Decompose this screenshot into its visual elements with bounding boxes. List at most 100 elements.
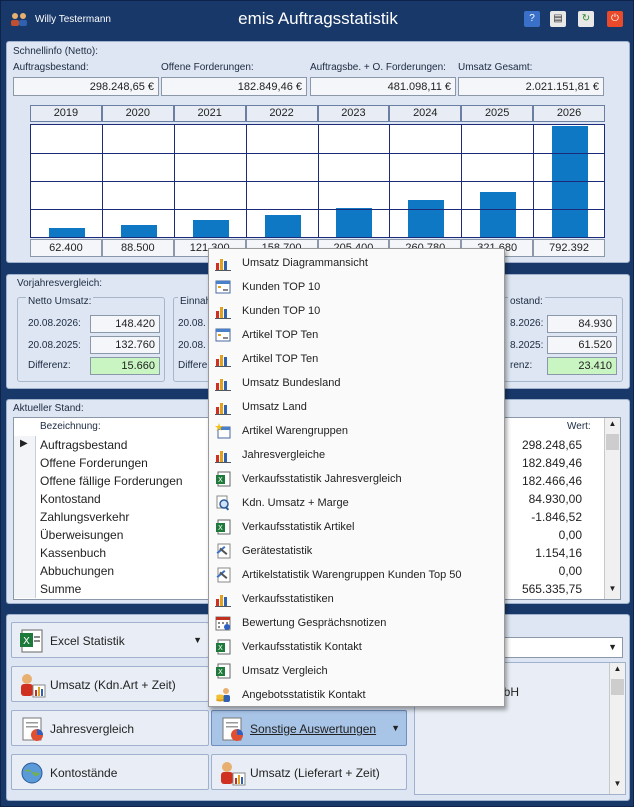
power-icon[interactable]: ⏻ xyxy=(607,11,623,27)
row-selector[interactable]: ▶ xyxy=(14,436,36,454)
bar[interactable] xyxy=(408,200,445,237)
right-list[interactable]: nbH ▲ ▼ xyxy=(414,662,626,795)
row-selector[interactable] xyxy=(14,580,36,598)
menu-item[interactable]: Verkaufsstatistiken xyxy=(209,587,504,611)
row-selector[interactable] xyxy=(14,454,36,472)
scroll-up-icon[interactable]: ▲ xyxy=(613,664,622,673)
year-label: 2020 xyxy=(101,105,174,122)
star-table-icon xyxy=(215,423,231,439)
kontostaende-button[interactable]: Kontostände xyxy=(11,754,209,790)
menu-item-label: Verkaufsstatistiken xyxy=(242,593,334,605)
bar[interactable] xyxy=(120,225,157,237)
menu-item[interactable]: Bewertung Gesprächsnotizen xyxy=(209,611,504,635)
jahresvergleich-button[interactable]: Jahresvergleich xyxy=(11,710,209,746)
table-row[interactable]: Offene fällige Forderungen 182.466,46 xyxy=(14,472,604,490)
print-icon[interactable]: ▤ xyxy=(550,11,566,27)
row-name: Überweisungen xyxy=(40,528,124,542)
row-name: Kassenbuch xyxy=(40,546,107,560)
value-label: 792.392 xyxy=(533,239,605,257)
menu-item[interactable]: Gerätestatistik xyxy=(209,539,504,563)
table-row[interactable]: Summe 565.335,75 xyxy=(14,580,604,598)
menu-item[interactable]: X Umsatz Vergleich xyxy=(209,659,504,683)
year-label: 2021 xyxy=(173,105,246,122)
menu-item[interactable]: Artikel TOP Ten xyxy=(209,323,504,347)
table-row[interactable]: Abbuchungen 0,00 xyxy=(14,562,604,580)
row-value: -1.846,52 xyxy=(531,510,582,524)
menu-item-label: Kdn. Umsatz + Marge xyxy=(242,497,349,509)
scroll-down-icon[interactable]: ▼ xyxy=(613,779,622,788)
stand-scrollbar[interactable]: ▲ ▼ xyxy=(604,418,620,599)
umsatz-gesamt-value: 2.021.151,81 € xyxy=(458,77,604,96)
menu-item[interactable]: Jahresvergleiche xyxy=(209,443,504,467)
user-name: Willy Testermann xyxy=(35,14,111,25)
chevron-down-icon[interactable]: ▼ xyxy=(608,642,617,652)
scroll-up-icon[interactable]: ▲ xyxy=(608,419,617,428)
menu-item[interactable]: Angebotsstatistik Kontakt xyxy=(209,683,504,707)
magnifier-icon xyxy=(215,495,231,511)
menu-item[interactable]: X Verkaufsstatistik Artikel xyxy=(209,515,504,539)
chevron-down-icon[interactable]: ▼ xyxy=(391,723,400,733)
menu-item[interactable]: Kunden TOP 10 xyxy=(209,299,504,323)
column-bezeichnung[interactable]: Bezeichnung: xyxy=(40,421,101,432)
kontostand-date1-label: 8.2026: xyxy=(510,318,544,329)
excel-statistik-button[interactable]: X Excel Statistik ▼ xyxy=(11,622,209,658)
row-value: 0,00 xyxy=(558,528,582,542)
menu-item[interactable]: Artikel Warengruppen xyxy=(209,419,504,443)
menu-item[interactable]: Kunden TOP 10 xyxy=(209,275,504,299)
table-row[interactable]: ▶ Auftragsbestand 298.248,65 xyxy=(14,436,604,454)
bar-chart-icon xyxy=(215,303,231,319)
menu-item[interactable]: Umsatz Diagrammansicht xyxy=(209,251,504,275)
umsatz-gesamt-label: Umsatz Gesamt: xyxy=(458,62,533,73)
scroll-thumb[interactable] xyxy=(606,434,619,450)
row-selector[interactable] xyxy=(14,544,36,562)
bar[interactable] xyxy=(264,215,301,237)
row-name: Kontostand xyxy=(40,492,101,506)
table-row[interactable]: Offene Forderungen 182.849,46 xyxy=(14,454,604,472)
scroll-down-icon[interactable]: ▼ xyxy=(608,584,617,593)
chevron-down-icon[interactable]: ▼ xyxy=(193,635,202,645)
row-selector[interactable] xyxy=(14,562,36,580)
table-row[interactable]: Zahlungsverkehr -1.846,52 xyxy=(14,508,604,526)
bar[interactable] xyxy=(192,220,229,237)
excel-icon: X xyxy=(215,639,231,655)
menu-item[interactable]: X Verkaufsstatistik Jahresvergleich xyxy=(209,467,504,491)
umsatz-lieferart-button[interactable]: Umsatz (Lieferart + Zeit) xyxy=(211,754,407,790)
scroll-thumb[interactable] xyxy=(611,679,624,695)
menu-item[interactable]: Artikel TOP Ten xyxy=(209,347,504,371)
menu-item[interactable]: Umsatz Bundesland xyxy=(209,371,504,395)
bar-chart-icon xyxy=(215,399,231,415)
row-selector[interactable] xyxy=(14,490,36,508)
row-selector[interactable] xyxy=(14,526,36,544)
row-name: Summe xyxy=(40,582,82,596)
row-value: 565.335,75 xyxy=(521,582,582,596)
row-selector[interactable] xyxy=(14,472,36,490)
table-row[interactable]: Kassenbuch 1.154,16 xyxy=(14,544,604,562)
table-icon xyxy=(215,279,231,295)
bar[interactable] xyxy=(480,192,517,237)
menu-item[interactable]: Artikelstatistik Warengruppen Kunden Top… xyxy=(209,563,504,587)
column-wert[interactable]: Wert: xyxy=(567,421,591,432)
table-row[interactable]: Kontostand 84.930,00 xyxy=(14,490,604,508)
menu-item-label: Angebotsstatistik Kontakt xyxy=(242,689,366,701)
menu-item-label: Artikel TOP Ten xyxy=(242,353,319,365)
menu-item-label: Kunden TOP 10 xyxy=(242,305,321,317)
umsatz-kdn-button[interactable]: Umsatz (Kdn.Art + Zeit) xyxy=(11,666,209,702)
refresh-icon[interactable]: ↻ xyxy=(578,11,594,27)
menu-item[interactable]: Kdn. Umsatz + Marge xyxy=(209,491,504,515)
menu-item-label: Umsatz Land xyxy=(242,401,307,413)
sonstige-auswertungen-label: Sonstige Auswertungen xyxy=(250,722,377,736)
table-row[interactable]: Überweisungen 0,00 xyxy=(14,526,604,544)
svg-text:X: X xyxy=(218,524,223,532)
bar[interactable] xyxy=(48,228,85,237)
menu-item[interactable]: Umsatz Land xyxy=(209,395,504,419)
sonstige-auswertungen-button[interactable]: Sonstige Auswertungen ▼ xyxy=(211,710,407,746)
auftragsbestand-label: Auftragsbestand: xyxy=(13,62,89,73)
right-list-scrollbar[interactable]: ▲ ▼ xyxy=(609,663,625,794)
help-icon[interactable]: ? xyxy=(524,11,540,27)
bar[interactable] xyxy=(336,208,373,237)
svg-text:X: X xyxy=(218,644,223,652)
menu-item[interactable]: X Verkaufsstatistik Kontakt xyxy=(209,635,504,659)
grid-line xyxy=(31,153,604,154)
row-selector[interactable] xyxy=(14,508,36,526)
